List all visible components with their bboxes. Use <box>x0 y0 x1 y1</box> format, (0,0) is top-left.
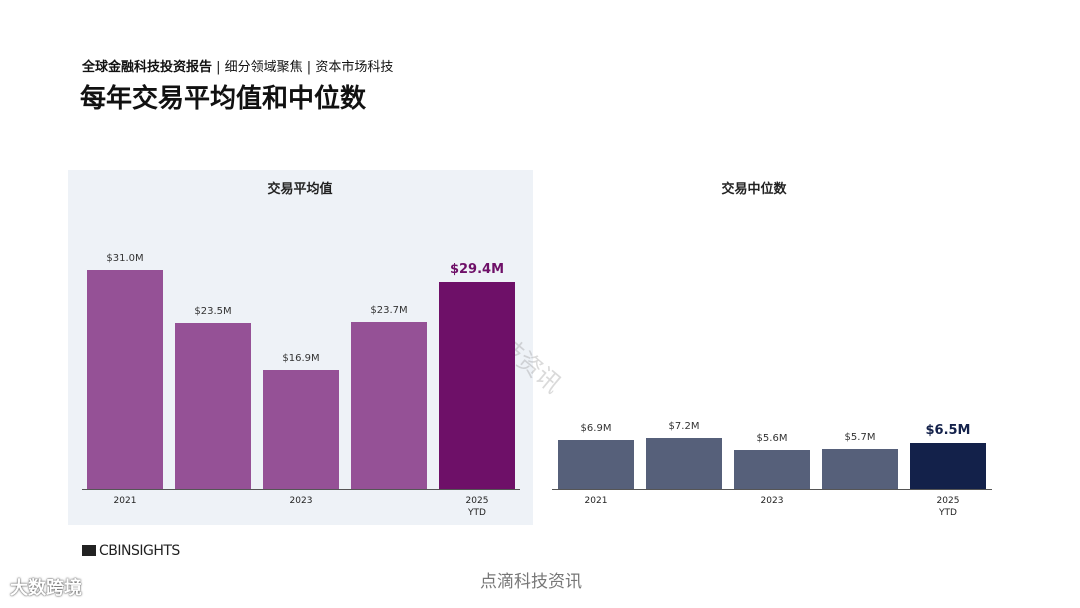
value-label: $23.5M <box>194 306 232 318</box>
report-name: 全球金融科技投资报告 <box>82 60 213 75</box>
bar <box>646 438 722 489</box>
value-label: $23.7M <box>370 304 408 316</box>
x-tick-label: 2021 <box>113 496 137 506</box>
x-tick-label: 2023 <box>289 496 313 506</box>
brand-name: CBINSIGHTS <box>99 543 180 559</box>
value-label: $6.9M <box>580 423 612 435</box>
chart-title: 交易平均值 <box>267 182 333 197</box>
x-tick-label: 2025 YTD <box>465 496 489 518</box>
bar <box>734 449 810 489</box>
bar <box>87 270 163 489</box>
value-label: $6.5M <box>925 423 971 439</box>
footer-watermark: 点滴科技资讯 <box>480 572 582 592</box>
baseline <box>82 489 520 490</box>
bar <box>558 440 634 489</box>
value-label: $16.9M <box>282 352 320 364</box>
x-tick-label: 2023 <box>760 496 784 506</box>
bar <box>175 323 251 489</box>
chart-title: 交易中位数 <box>721 182 787 197</box>
x-tick-label: 2021 <box>584 496 608 506</box>
baseline <box>552 489 992 490</box>
value-label: $29.4M <box>449 261 505 277</box>
logo: 大数跨境 <box>10 578 82 599</box>
value-label: $31.0M <box>106 253 144 265</box>
bar <box>822 448 898 489</box>
value-label: $7.2M <box>668 421 700 433</box>
value-label: $5.7M <box>844 431 876 443</box>
value-label: $5.6M <box>756 432 788 444</box>
bar <box>910 443 986 489</box>
x-tick-label: 2025 YTD <box>936 496 960 518</box>
bar <box>351 321 427 489</box>
bar <box>263 369 339 489</box>
report-line: 全球金融科技投资报告 | 细分领域聚焦 | 资本市场科技 <box>82 56 393 75</box>
report-section: | 细分领域聚焦 | 资本市场科技 <box>216 60 394 75</box>
brand: CBINSIGHTS <box>82 543 180 559</box>
bar <box>439 281 515 489</box>
page-title: 每年交易平均值和中位数 <box>80 84 367 114</box>
